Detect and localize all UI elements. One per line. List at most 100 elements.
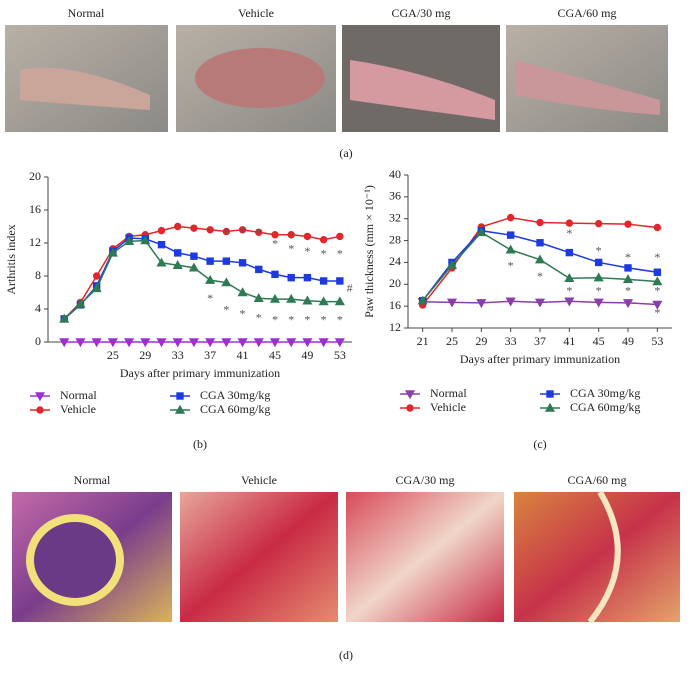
x-axis-title: Days after primary immunization [460,352,620,366]
legend-marker [36,406,44,414]
x-tick-label: 53 [334,348,346,362]
photo-label: CGA/60 mg [567,473,626,487]
point [334,296,345,306]
x-tick-label: 49 [301,348,313,362]
annotation: * [337,312,343,326]
point [622,274,634,284]
x-tick-label: 25 [107,348,119,362]
annotation: * [321,246,327,260]
legend-marker [174,404,186,414]
x-tick-label: 21 [417,334,429,348]
point [593,272,604,282]
point [91,338,102,348]
point [336,232,344,241]
y-tick-label: 16 [29,202,41,216]
photo-label: CGA/60 mg [557,6,616,20]
legend-label: Vehicle [430,400,466,414]
y-tick-label: 36 [389,189,401,203]
legend-label: CGA 60mg/kg [570,400,640,414]
point [534,298,546,308]
point [237,338,248,348]
point [75,298,86,308]
photo-label: Vehicle [241,473,277,487]
caption: (b) [193,437,207,451]
photo [346,492,504,622]
x-tick-label: 33 [505,334,517,348]
legend-marker [546,390,554,398]
point [653,223,662,232]
point [536,239,544,247]
point [156,257,167,267]
point [188,338,199,348]
photo-label: Normal [74,473,111,487]
legend-marker [404,390,416,400]
y-tick-label: 0 [35,334,41,348]
annotation: * [596,284,602,298]
legend-marker [34,392,46,402]
legend-marker [544,402,556,412]
point [336,277,344,285]
point [476,227,487,237]
point [594,258,603,267]
point [594,219,603,228]
point [652,300,663,310]
point [92,272,101,280]
point [107,338,118,348]
point [59,338,70,348]
x-tick-label: 53 [651,334,663,348]
photo [514,492,680,622]
paw [195,48,325,108]
paw [20,67,150,110]
annotation: * [256,311,262,325]
x-tick-label: 37 [534,334,546,348]
legend-label: CGA 30mg/kg [570,386,640,400]
point [174,222,182,231]
photo-label: CGA/30 mg [391,6,450,20]
point [565,248,574,257]
point [505,244,516,254]
point [238,259,247,267]
x-tick-label: 29 [475,334,487,348]
caption: (c) [533,437,546,451]
legend-marker [176,392,184,400]
y-tick-label: 4 [35,301,41,315]
point [565,219,574,227]
point [286,338,297,348]
point [564,273,575,282]
point [506,231,515,239]
tissue [587,490,621,624]
x-tick-label: 25 [446,334,458,348]
point [271,231,279,239]
point [652,276,663,286]
x-tick-label: 37 [204,348,216,362]
point [124,338,135,348]
point [157,240,166,249]
tissue [26,514,124,606]
point [253,338,264,348]
annotation: * [625,250,631,264]
annotation: * [321,312,327,326]
y-tick-label: 28 [389,232,401,246]
x-tick-label: 29 [139,348,151,362]
point [172,338,183,348]
point [190,224,198,232]
point [188,262,199,272]
y-tick-label: 16 [389,298,401,312]
paw [350,60,495,120]
annotation: * [654,284,660,298]
annotation: * [207,291,213,305]
point [174,249,182,257]
point [124,236,135,246]
point [319,277,328,285]
legend-label: Normal [430,386,467,400]
annotation: * [240,225,246,239]
annotation: * [256,225,262,239]
annotation: * [508,259,514,273]
point [334,338,345,348]
point [205,338,216,348]
annotation: * [654,306,660,320]
point [156,338,167,348]
point [624,264,632,272]
